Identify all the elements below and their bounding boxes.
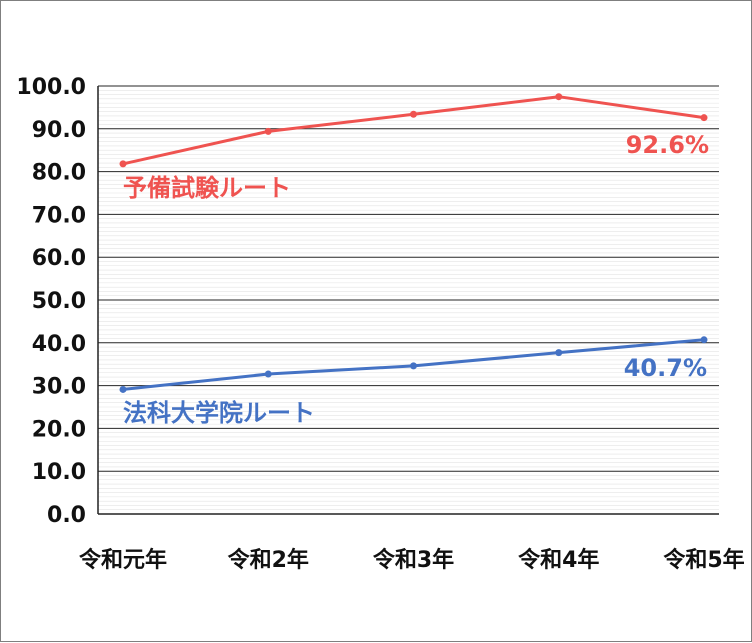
y-tick-label: 80.0 [32, 161, 86, 186]
data-point [700, 114, 708, 122]
x-tick-labels: 令和元年 令和2年 令和3年 令和4年 令和5年 [79, 547, 745, 573]
x-tick-label: 令和4年 [518, 547, 599, 573]
major-gridlines [98, 85, 719, 472]
series-line [122, 95, 705, 166]
y-tick-label: 70.0 [32, 203, 86, 228]
y-tick-label: 40.0 [32, 332, 86, 357]
data-point [555, 349, 563, 357]
data-point [410, 362, 417, 370]
value-label-law-school: 40.7% [624, 354, 707, 382]
y-tick-label: 10.0 [32, 460, 86, 485]
series-points [119, 93, 708, 393]
y-tick-labels: 0.0 10.0 20.0 30.0 40.0 50.0 60.0 70.0 80.0 90.0 1… [16, 75, 86, 528]
y-tick-label: 50.0 [32, 289, 86, 314]
y-tick-label: 0.0 [47, 503, 86, 528]
x-tick-label: 令和5年 [663, 547, 744, 573]
x-tick-label: 令和2年 [228, 547, 309, 573]
series-lines [122, 95, 705, 391]
data-point [119, 160, 127, 168]
x-tick-label: 令和元年 [79, 547, 167, 573]
data-point [264, 127, 272, 135]
data-point [264, 370, 272, 378]
y-tick-label: 90.0 [32, 118, 86, 143]
y-tick-label: 60.0 [32, 246, 86, 271]
data-point [119, 385, 127, 393]
series-label-law-school: 法科大学院ルート [123, 399, 315, 427]
value-label-yobi: 92.6% [626, 131, 709, 159]
series-label-yobi: 予備試験ルート [123, 174, 291, 202]
y-tick-label: 100.0 [16, 75, 86, 100]
x-tick-label: 令和3年 [373, 547, 454, 573]
y-tick-label: 30.0 [32, 375, 86, 400]
data-point [410, 110, 417, 118]
y-tick-label: 20.0 [32, 417, 86, 442]
data-point [700, 336, 708, 344]
data-point [555, 93, 563, 101]
